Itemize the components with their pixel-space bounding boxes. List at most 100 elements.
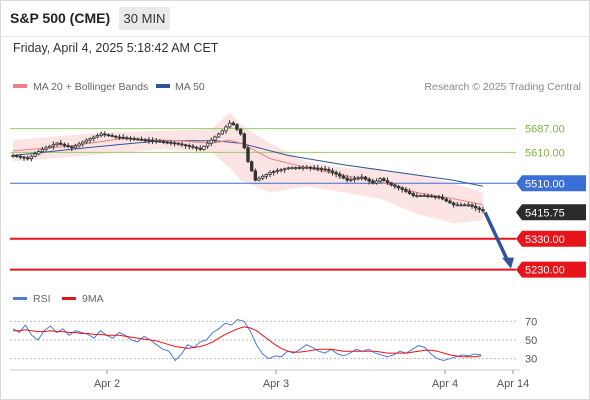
candle <box>128 136 133 142</box>
chart-timestamp: Friday, April 4, 2025 5:18:42 AM CET <box>13 41 219 55</box>
candle <box>165 140 169 145</box>
candle-body <box>290 167 294 170</box>
candle-body <box>319 168 324 170</box>
candle <box>117 134 122 140</box>
candle-body <box>279 169 283 172</box>
candle-body <box>103 133 107 136</box>
candle <box>470 203 474 209</box>
candle <box>231 120 236 126</box>
candle <box>466 202 471 207</box>
candle <box>433 195 437 200</box>
legend-rsi-swatch <box>13 297 27 300</box>
candle-body <box>158 140 162 143</box>
candle-body <box>125 137 129 140</box>
candle-body <box>62 143 67 146</box>
candle-body <box>286 167 291 170</box>
ma50-line <box>12 140 484 187</box>
candle <box>224 124 228 134</box>
candle <box>316 164 320 172</box>
candle <box>378 177 382 184</box>
price-plot: 5687.00 5610.00 5510.00 5330.00 5230.00 5415.… <box>10 112 586 278</box>
candle <box>88 137 92 144</box>
candle-body <box>272 171 276 173</box>
candle-body <box>404 189 408 192</box>
candle-body <box>242 133 247 149</box>
candle <box>444 197 448 203</box>
candle-body <box>48 145 52 149</box>
candle-body <box>367 178 371 182</box>
x-tick-label: Apr 4 <box>432 378 458 390</box>
level-tag-5230.00 <box>516 261 586 278</box>
candle <box>305 164 309 170</box>
legend-ma20-swatch <box>13 84 27 88</box>
candle <box>29 154 34 162</box>
candle <box>393 183 397 189</box>
candle-body <box>11 155 15 157</box>
candle <box>459 202 463 207</box>
candle <box>136 137 140 141</box>
candle <box>352 175 357 183</box>
candle <box>301 165 305 171</box>
candle <box>44 145 48 152</box>
candle <box>235 123 239 132</box>
candle-body <box>216 133 221 138</box>
candle-body <box>429 195 434 198</box>
candle <box>202 145 206 151</box>
candle-body <box>92 136 96 139</box>
candle <box>172 141 177 147</box>
candle-body <box>407 191 412 194</box>
candle-body <box>341 175 346 179</box>
legend-9ma-label: 9MA <box>82 293 104 305</box>
candle-body <box>84 139 89 143</box>
candle-body <box>117 136 122 139</box>
timeframe-button[interactable]: 30 MIN <box>119 7 170 30</box>
candle <box>99 131 103 138</box>
candle-body <box>37 151 41 155</box>
candle-body <box>389 182 393 186</box>
candle <box>205 140 210 149</box>
candle <box>132 136 136 141</box>
candle-body <box>238 128 243 135</box>
candle-body <box>114 135 118 138</box>
candle-body <box>334 172 338 175</box>
candle-body <box>59 142 63 145</box>
candle <box>272 169 276 176</box>
candle-body <box>136 138 140 141</box>
candle-body <box>477 207 482 210</box>
x-tick-label: Apr 2 <box>94 378 120 390</box>
candle-body <box>33 153 37 157</box>
candle-body <box>481 209 485 212</box>
candle <box>451 201 456 208</box>
candle <box>455 201 459 207</box>
candle <box>40 146 45 153</box>
candle <box>66 142 70 149</box>
candle-body <box>466 204 471 207</box>
candle <box>411 191 415 198</box>
legend-ma50-label: MA 50 <box>175 81 205 93</box>
candle-body <box>154 140 158 143</box>
candle-body <box>415 195 419 197</box>
candle <box>268 170 272 178</box>
level-label-5230.00: 5230.00 <box>525 265 565 277</box>
candle-body <box>411 193 415 196</box>
candle <box>437 194 441 200</box>
candle-body <box>40 148 45 153</box>
candle <box>382 176 386 182</box>
candle <box>11 153 15 158</box>
candle <box>415 192 419 198</box>
candle <box>249 160 254 172</box>
candle-body <box>426 195 430 197</box>
candle-body <box>194 146 199 149</box>
instrument-title: S&P 500 (CME) <box>10 10 111 26</box>
candle <box>33 151 37 158</box>
candle-body <box>22 156 26 159</box>
candle-body <box>44 147 48 150</box>
candle-body <box>227 122 232 128</box>
candle <box>418 194 423 197</box>
candle <box>220 129 224 135</box>
candle-body <box>444 198 448 202</box>
candle-body <box>422 195 426 197</box>
candle <box>275 167 280 175</box>
candle-body <box>187 145 191 147</box>
